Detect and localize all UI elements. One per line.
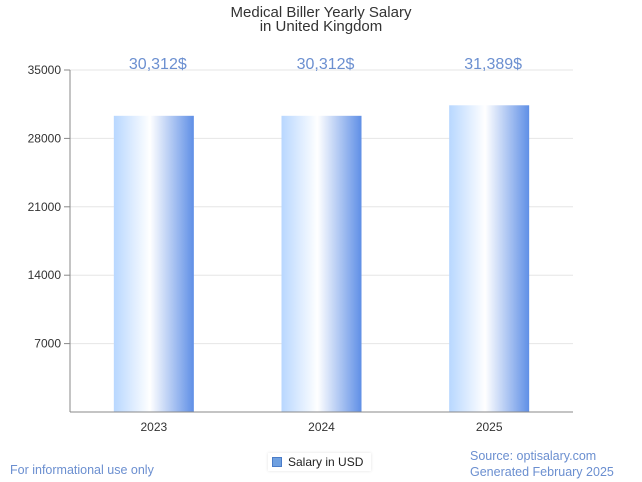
data-label-2024: 30,312$	[297, 56, 355, 73]
y-tick-label: 35000	[28, 63, 62, 77]
bar-2024[interactable]	[281, 115, 362, 412]
y-tick-label: 7000	[34, 337, 61, 351]
y-tick-label: 28000	[28, 131, 62, 145]
bar-2025[interactable]	[449, 105, 530, 412]
bars	[113, 105, 530, 412]
disclaimer-text: For informational use only	[10, 463, 154, 477]
axes	[64, 69, 573, 413]
legend-label: Salary in USD	[288, 455, 364, 469]
data-label-2023: 30,312$	[129, 56, 187, 73]
bar-2023[interactable]	[113, 115, 194, 412]
generated-text: Generated February 2025	[470, 465, 614, 479]
data-label-2025: 31,389$	[464, 56, 522, 73]
legend[interactable]: Salary in USD	[268, 453, 372, 471]
source-block: Source: optisalary.com Generated Februar…	[470, 448, 614, 480]
x-tick-label-2024: 2024	[308, 420, 335, 434]
labels: 7000 14000 21000 28000 35000 30,312$ 2023 30,31…	[28, 56, 523, 434]
chart-title-line-2: in United Kingdom	[259, 18, 383, 35]
y-tick-label: 21000	[28, 200, 62, 214]
chart-title-line-1: Medical Biller Yearly Salary	[230, 4, 412, 21]
x-tick-label-2025: 2025	[476, 420, 503, 434]
y-tick-label: 14000	[28, 268, 62, 282]
legend-swatch	[272, 457, 282, 467]
x-tick-label-2023: 2023	[140, 420, 167, 434]
source-text: Source: optisalary.com	[470, 449, 597, 463]
